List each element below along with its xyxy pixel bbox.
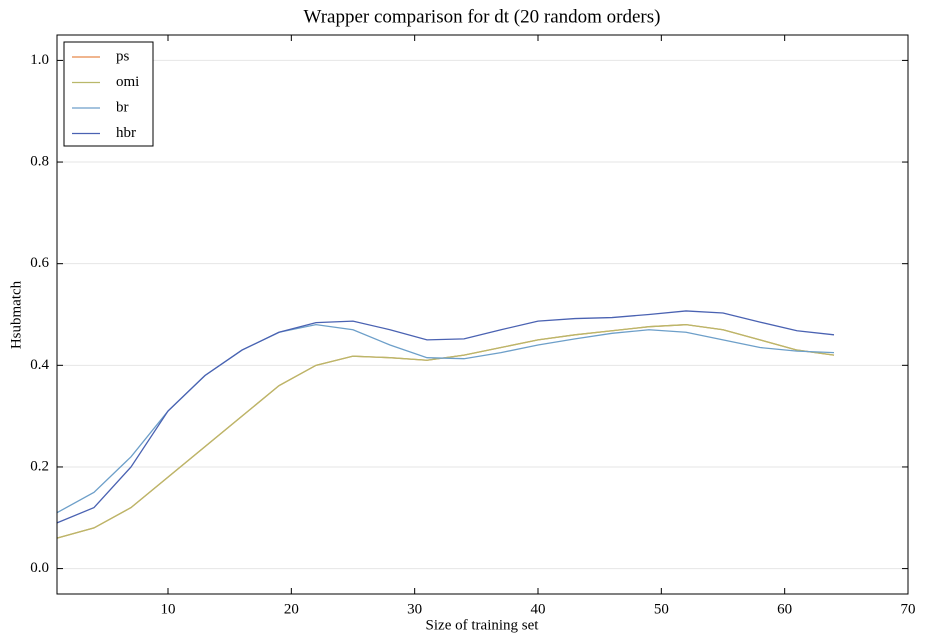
y-axis-label: Hsubmatch [8,280,24,349]
x-tick-label: 60 [777,601,792,617]
line-series [56,324,835,514]
x-axis-label: Size of training set [426,617,540,633]
chart-title: Wrapper comparison for dt (20 random ord… [304,6,661,27]
legend-label: omi [116,74,139,90]
legend-label: br [116,99,129,115]
x-tick-label: 10 [161,601,176,617]
y-tick-label: 0.8 [30,153,49,169]
line-series [56,310,835,524]
plot-frame [56,34,909,595]
legend-label: hbr [116,125,136,141]
x-tick-label: 50 [654,601,669,617]
x-tick-label: 70 [901,601,916,617]
line-series [56,324,835,539]
x-tick-label: 40 [531,601,546,617]
y-tick-label: 0.0 [30,560,49,576]
x-tick-label: 30 [407,601,422,617]
y-tick-label: 1.0 [30,52,49,68]
legend-box [63,41,154,147]
y-tick-label: 0.2 [30,458,49,474]
x-tick-label: 20 [284,601,299,617]
legend-label: ps [116,48,130,64]
line-series [56,324,835,539]
y-tick-label: 0.4 [30,357,49,373]
y-tick-label: 0.6 [30,255,49,271]
